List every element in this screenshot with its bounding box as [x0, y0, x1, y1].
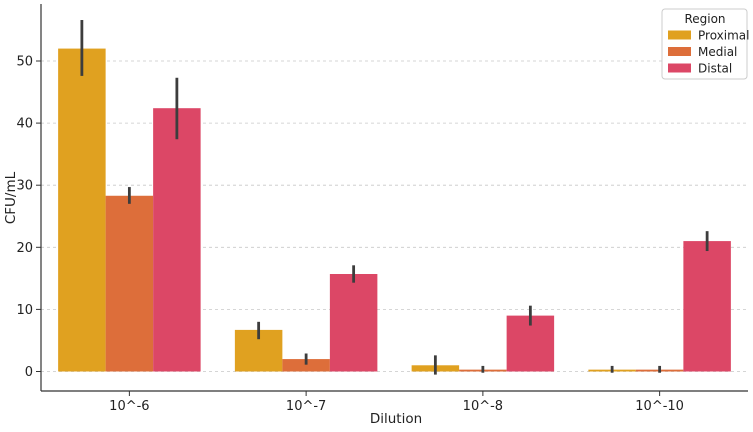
- y-tick-label: 50: [16, 55, 33, 70]
- axes: [40, 4, 748, 392]
- legend-swatch-proximal: [668, 30, 691, 40]
- x-tick-label: 10^-7: [286, 399, 326, 414]
- bar-proximal: [58, 48, 106, 372]
- legend-box: [661, 8, 748, 80]
- legend-label: Medial: [698, 45, 737, 59]
- legend-label: Distal: [698, 62, 732, 76]
- bar-distal: [329, 274, 378, 372]
- legend-swatch-distal: [668, 63, 691, 73]
- y-tick-label: 30: [16, 179, 33, 194]
- bar-distal: [683, 241, 731, 372]
- x-tick-label: 10^-6: [109, 399, 149, 414]
- bar-medial: [105, 195, 154, 372]
- legend: Region Proximal Medial Distal: [661, 8, 749, 80]
- bar-distal: [153, 108, 201, 372]
- bars: [58, 48, 731, 372]
- y-ticks: 0 10 20 30 40 50: [16, 55, 41, 380]
- error-bars: [80, 20, 709, 375]
- y-axis-title: CFU/mL: [3, 171, 19, 224]
- legend-swatch-medial: [668, 47, 691, 56]
- x-axis-title: Dilution: [370, 411, 422, 427]
- legend-title: Region: [684, 12, 725, 26]
- x-tick-label: 10^-10: [635, 399, 684, 414]
- y-tick-label: 10: [16, 303, 33, 318]
- y-tick-label: 0: [25, 365, 33, 380]
- x-tick-label: 10^-8: [463, 399, 503, 414]
- legend-label: Proximal: [698, 29, 749, 43]
- bar-medial: [282, 359, 330, 372]
- legend-items: Proximal Medial Distal: [668, 29, 749, 76]
- y-tick-label: 40: [16, 117, 33, 132]
- x-ticks: 10^-6 10^-7 10^-8 10^-10: [109, 391, 684, 414]
- y-tick-label: 20: [16, 241, 33, 256]
